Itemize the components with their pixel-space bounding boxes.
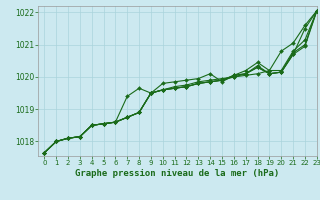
X-axis label: Graphe pression niveau de la mer (hPa): Graphe pression niveau de la mer (hPa) bbox=[76, 169, 280, 178]
